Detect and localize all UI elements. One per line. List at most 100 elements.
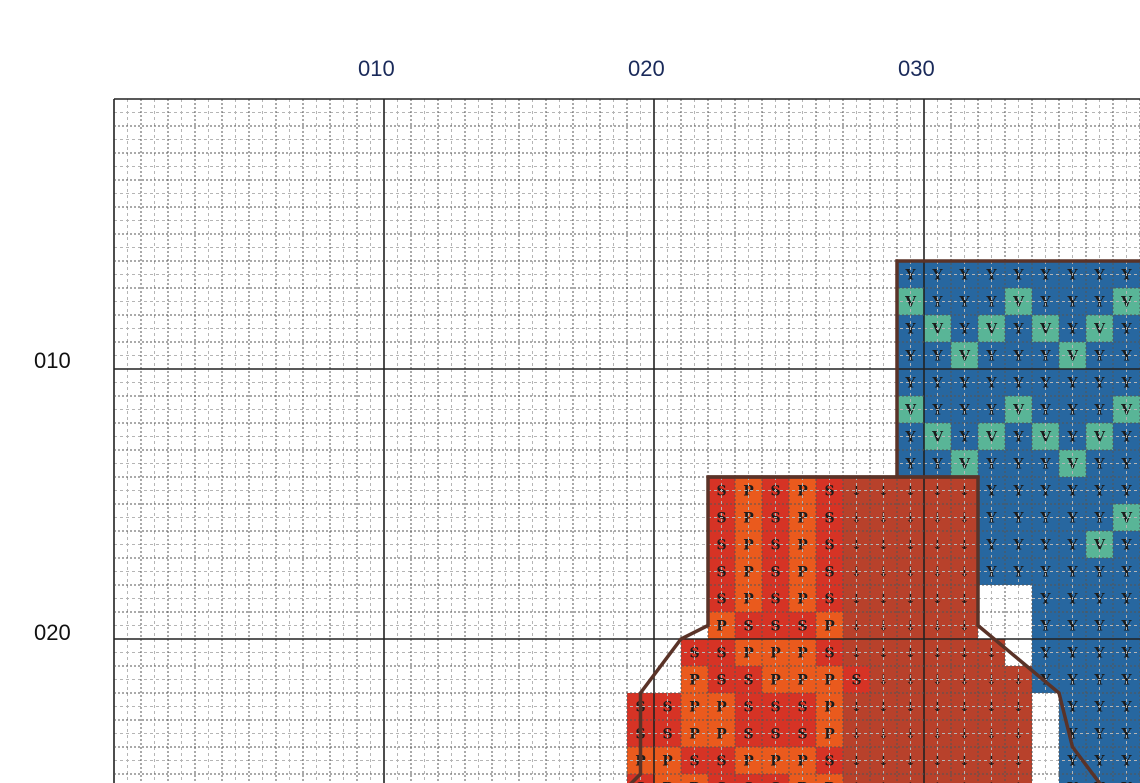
chart-grid [113, 98, 1140, 783]
svg-text:↓: ↓ [986, 781, 998, 783]
svg-text:V: V [1066, 349, 1079, 365]
svg-text:P: P [716, 619, 727, 635]
svg-text:V: V [958, 457, 971, 473]
svg-text:↓: ↓ [851, 619, 863, 635]
svg-text:Y: Y [1121, 673, 1133, 689]
svg-text:S: S [743, 673, 753, 689]
svg-text:↓: ↓ [851, 565, 863, 581]
svg-text:V: V [958, 349, 971, 365]
svg-text:↓: ↓ [986, 673, 998, 689]
svg-text:↓: ↓ [851, 727, 863, 743]
svg-text:Y: Y [986, 349, 998, 365]
svg-text:P: P [797, 673, 808, 689]
svg-text:Y: Y [986, 565, 998, 581]
svg-text:Y: Y [932, 403, 944, 419]
svg-text:P: P [689, 781, 700, 783]
svg-text:↓: ↓ [851, 511, 863, 527]
svg-text:Y: Y [1121, 565, 1133, 581]
svg-text:Y: Y [1067, 619, 1079, 635]
svg-text:↓: ↓ [932, 565, 944, 581]
svg-text:Y: Y [1094, 457, 1106, 473]
svg-text:P: P [743, 565, 754, 581]
svg-text:Y: Y [1040, 403, 1052, 419]
svg-text:↓: ↓ [878, 673, 890, 689]
svg-text:↓: ↓ [1013, 727, 1025, 743]
svg-text:Y: Y [986, 295, 998, 311]
svg-text:↓: ↓ [959, 727, 971, 743]
svg-text:Y: Y [1094, 619, 1106, 635]
svg-text:Y: Y [905, 457, 917, 473]
svg-text:S: S [824, 565, 834, 581]
svg-text:V: V [1012, 295, 1025, 311]
svg-text:S: S [716, 781, 726, 783]
svg-text:↓: ↓ [878, 511, 890, 527]
svg-text:Y: Y [1040, 565, 1052, 581]
svg-text:Y: Y [1013, 349, 1025, 365]
svg-text:Y: Y [1121, 349, 1133, 365]
svg-text:↓: ↓ [932, 619, 944, 635]
svg-text:V: V [1066, 457, 1079, 473]
svg-text:↓: ↓ [905, 673, 917, 689]
svg-text:V: V [1120, 511, 1133, 527]
color-region-outlines [629, 259, 1140, 783]
svg-text:Y: Y [1094, 349, 1106, 365]
svg-text:Y: Y [1094, 673, 1106, 689]
svg-text:Y: Y [1121, 781, 1133, 783]
svg-text:Y: Y [986, 511, 998, 527]
svg-text:↓: ↓ [986, 727, 998, 743]
svg-text:S: S [743, 619, 753, 635]
svg-text:↓: ↓ [878, 565, 890, 581]
svg-text:P: P [824, 781, 835, 783]
svg-text:Y: Y [1013, 511, 1025, 527]
svg-text:Y: Y [1121, 619, 1133, 635]
svg-text:Y: Y [959, 403, 971, 419]
svg-text:↓: ↓ [905, 727, 917, 743]
svg-text:↓: ↓ [905, 511, 917, 527]
svg-text:↓: ↓ [932, 511, 944, 527]
row-label-010: 010 [34, 348, 71, 373]
svg-text:Y: Y [932, 349, 944, 365]
svg-text:V: V [904, 403, 917, 419]
svg-text:Y: Y [1013, 565, 1025, 581]
svg-text:P: P [716, 727, 727, 743]
svg-text:S: S [797, 727, 807, 743]
svg-text:Y: Y [1040, 619, 1052, 635]
svg-text:S: S [662, 727, 672, 743]
stitch-y-blue: Y [1032, 369, 1059, 396]
svg-text:S: S [743, 727, 753, 743]
svg-text:Y: Y [1094, 565, 1106, 581]
svg-text:S: S [770, 565, 780, 581]
svg-text:↓: ↓ [959, 673, 971, 689]
svg-text:↓: ↓ [932, 781, 944, 783]
svg-text:S: S [716, 511, 726, 527]
svg-text:↓: ↓ [878, 727, 890, 743]
svg-text:Y: Y [1094, 403, 1106, 419]
svg-text:Y: Y [1067, 403, 1079, 419]
svg-text:↓: ↓ [959, 619, 971, 635]
svg-text:↓: ↓ [905, 781, 917, 783]
svg-text:Y: Y [905, 349, 917, 365]
blue-region-outline [895, 259, 1140, 477]
svg-text:S: S [824, 511, 834, 527]
stitch-y-blue: Y [1086, 261, 1113, 288]
svg-text:↓: ↓ [878, 619, 890, 635]
svg-text:↓: ↓ [905, 619, 917, 635]
svg-text:Y: Y [1040, 349, 1052, 365]
svg-text:P: P [797, 781, 808, 783]
svg-text:P: P [824, 619, 835, 635]
svg-text:Y: Y [1094, 511, 1106, 527]
svg-text:S: S [770, 781, 780, 783]
svg-text:V: V [1120, 403, 1133, 419]
svg-text:↓: ↓ [905, 565, 917, 581]
svg-text:↓: ↓ [851, 781, 863, 783]
svg-text:Y: Y [932, 457, 944, 473]
svg-text:Y: Y [1094, 295, 1106, 311]
svg-text:↓: ↓ [959, 781, 971, 783]
svg-text:Y: Y [1040, 295, 1052, 311]
svg-text:Y: Y [959, 295, 971, 311]
svg-text:S: S [716, 673, 726, 689]
svg-text:↓: ↓ [932, 727, 944, 743]
svg-text:S: S [635, 781, 645, 783]
svg-text:S: S [716, 565, 726, 581]
